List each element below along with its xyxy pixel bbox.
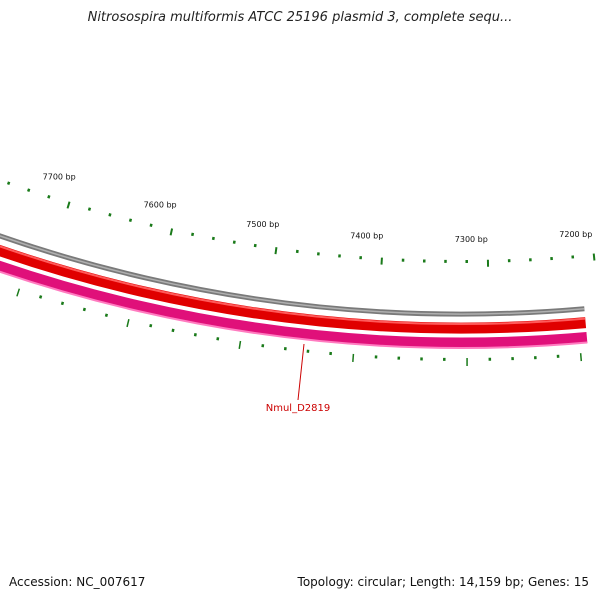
ruler-major-tick bbox=[592, 253, 596, 261]
ruler-minor-tick bbox=[87, 207, 92, 211]
ruler-minor-tick bbox=[191, 232, 195, 237]
inner-minor-tick bbox=[216, 337, 220, 341]
inner-major-tick bbox=[352, 353, 355, 362]
ruler-minor-tick bbox=[108, 213, 112, 217]
inner-major-tick bbox=[126, 318, 130, 328]
gene-label-leader-line bbox=[297, 343, 305, 401]
plasmid-backbone-highlight bbox=[0, 234, 585, 315]
ruler-label: 7700 bp bbox=[43, 173, 76, 182]
ruler-minor-tick bbox=[211, 236, 215, 241]
inner-major-tick bbox=[579, 353, 583, 362]
topology-summary: Topology: circular; Length: 14,159 bp; G… bbox=[297, 575, 589, 589]
reverse-gene-track[interactable] bbox=[0, 138, 588, 349]
inner-major-tick bbox=[238, 340, 242, 349]
inner-minor-tick bbox=[82, 307, 86, 312]
ruler-label: 7500 bp bbox=[246, 220, 279, 229]
ruler-minor-tick bbox=[232, 240, 236, 244]
ruler-minor-tick bbox=[128, 218, 133, 222]
reverse-gene-track-highlight bbox=[0, 270, 588, 349]
ruler-label: 7200 bp bbox=[559, 230, 592, 239]
inner-minor-tick bbox=[193, 333, 197, 337]
ruler-major-tick bbox=[274, 247, 278, 255]
inner-minor-tick bbox=[171, 328, 175, 333]
inner-minor-tick bbox=[60, 301, 65, 306]
ruler-label: 7400 bp bbox=[350, 232, 383, 241]
inner-major-tick bbox=[16, 288, 21, 297]
ruler-minor-tick bbox=[47, 194, 51, 199]
ruler-minor-tick bbox=[6, 181, 11, 186]
inner-ruler-ticks bbox=[16, 288, 583, 366]
ruler-minor-tick bbox=[27, 188, 31, 192]
gene-label-nmul-d2819[interactable]: Nmul_D2819 bbox=[266, 403, 331, 414]
forward-gene-track-highlight bbox=[0, 245, 586, 325]
forward-gene-track[interactable] bbox=[0, 126, 587, 334]
inner-minor-tick bbox=[149, 323, 153, 328]
ruler-label: 7600 bp bbox=[144, 200, 177, 209]
map-title: Nitrosospira multiformis ATCC 25196 plas… bbox=[87, 10, 513, 25]
ruler-minor-tick bbox=[149, 223, 153, 227]
ruler-major-tick bbox=[169, 228, 174, 236]
ruler-major-tick bbox=[66, 201, 71, 209]
plasmid-backbone bbox=[0, 233, 585, 317]
inner-minor-tick bbox=[38, 295, 43, 299]
inner-minor-tick bbox=[104, 313, 109, 317]
ruler-label: 7300 bp bbox=[455, 235, 488, 244]
accession-label: Accession: NC_007617 bbox=[9, 575, 146, 589]
outer-ruler-ticks bbox=[6, 181, 596, 267]
